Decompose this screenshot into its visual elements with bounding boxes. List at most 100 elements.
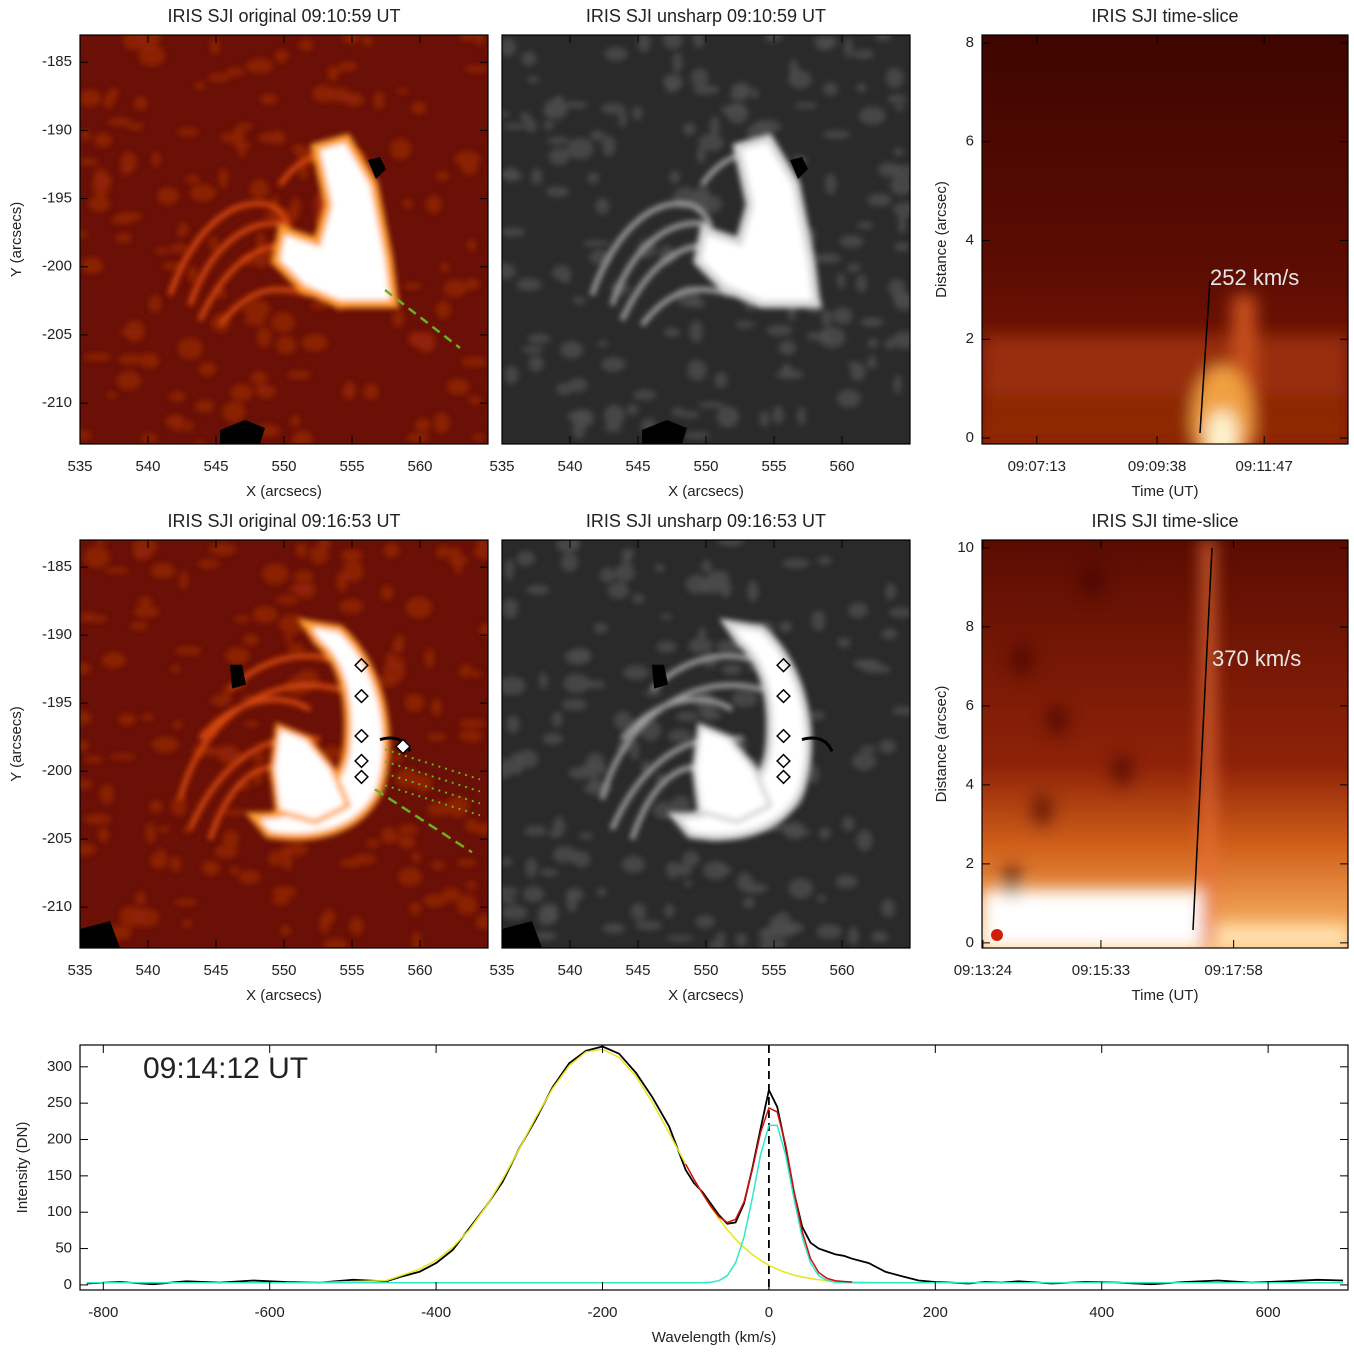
dark-blob (1047, 704, 1067, 736)
x-tick-label: 540 (557, 962, 582, 979)
blotch (460, 35, 475, 42)
blotch (222, 829, 240, 849)
blotch (735, 321, 755, 329)
bright-core (682, 627, 805, 834)
blotch (837, 637, 851, 648)
annotation: 252 km/s (1210, 265, 1299, 290)
blotch (502, 123, 528, 130)
blotch (187, 265, 199, 284)
blotch (100, 784, 114, 805)
chart-title: IRIS SJI original 09:16:53 UT (167, 511, 400, 531)
x-axis-label: X (arcsecs) (668, 483, 744, 500)
blotch (597, 340, 608, 347)
x-tick-label: 550 (693, 458, 718, 475)
blotch (618, 110, 627, 128)
blotch (552, 845, 578, 863)
blotch (171, 795, 187, 817)
y-tick-label: 2 (966, 855, 974, 872)
blotch (808, 710, 825, 721)
blotch (169, 856, 181, 872)
y-tick-label: -185 (42, 53, 72, 70)
y-tick-label: 10 (957, 539, 974, 556)
blotch (502, 110, 510, 118)
blotch (678, 411, 701, 419)
blotch (151, 736, 179, 753)
blotch (80, 843, 97, 856)
blotch (458, 729, 483, 742)
blotch (80, 612, 97, 622)
y-tick-label: 50 (55, 1240, 72, 1257)
blotch (454, 150, 481, 168)
blotch (431, 861, 445, 870)
blotch (551, 711, 563, 728)
blotch (392, 640, 403, 654)
x-tick-label: 555 (339, 458, 364, 475)
blotch (120, 151, 138, 173)
blotch (690, 68, 709, 87)
blotch (279, 845, 294, 857)
blotch (327, 70, 338, 82)
blotch (693, 35, 705, 49)
blotch (817, 556, 832, 566)
blotch (310, 301, 329, 310)
blotch (867, 193, 892, 207)
blotch (189, 184, 217, 202)
y-tick-label: -190 (42, 121, 72, 138)
image (502, 540, 910, 948)
x-tick-label: 535 (67, 458, 92, 475)
blotch (229, 865, 240, 876)
blotch (141, 713, 155, 721)
blotch (742, 896, 756, 909)
blotch (589, 130, 606, 141)
blotch (179, 571, 189, 590)
x-tick-label: 550 (271, 458, 296, 475)
y-tick-label: 2 (966, 330, 974, 347)
blotch (426, 801, 451, 817)
blotch (80, 710, 92, 725)
bright-core (702, 143, 812, 300)
blotch (683, 880, 693, 887)
blotch (435, 300, 451, 319)
heatmap: 252 km/s (982, 35, 1348, 444)
blotch (168, 391, 187, 402)
blotch (194, 400, 215, 413)
plot-area (80, 35, 488, 444)
x-tick-label: -600 (255, 1304, 285, 1321)
blotch (271, 896, 290, 906)
blotch (726, 102, 749, 124)
blotch (106, 391, 117, 399)
dark-patch (80, 921, 120, 948)
blotch (708, 939, 726, 948)
blotch (274, 49, 289, 64)
x-tick-label: 200 (923, 1304, 948, 1321)
blotch (185, 174, 200, 184)
x-axis-label: X (arcsecs) (246, 483, 322, 500)
y-tick-label: 8 (966, 618, 974, 635)
blotch (671, 795, 691, 815)
chart-title: IRIS SJI time-slice (1091, 6, 1238, 26)
blotch (502, 896, 517, 904)
dark-blob (1082, 564, 1102, 596)
x-tick-label: 540 (135, 962, 160, 979)
blotch (589, 775, 601, 791)
y-tick-label: 0 (966, 934, 974, 951)
blotch (504, 365, 519, 385)
blotch (80, 231, 89, 238)
blotch (220, 133, 234, 142)
blotch (538, 672, 548, 690)
bright-core (275, 729, 345, 820)
blotch (504, 166, 516, 182)
blotch (242, 299, 271, 320)
bright-core (260, 627, 383, 834)
blotch (857, 221, 873, 229)
blotch (231, 126, 246, 148)
structure (589, 133, 822, 327)
blotch (502, 857, 513, 866)
blotch (553, 95, 565, 109)
annotation: 09:14:12 UT (143, 1052, 308, 1085)
blotch (207, 73, 230, 83)
x-tick-label: 535 (489, 962, 514, 979)
blotch (621, 548, 633, 566)
blotch (564, 101, 588, 109)
blotch (339, 61, 358, 72)
